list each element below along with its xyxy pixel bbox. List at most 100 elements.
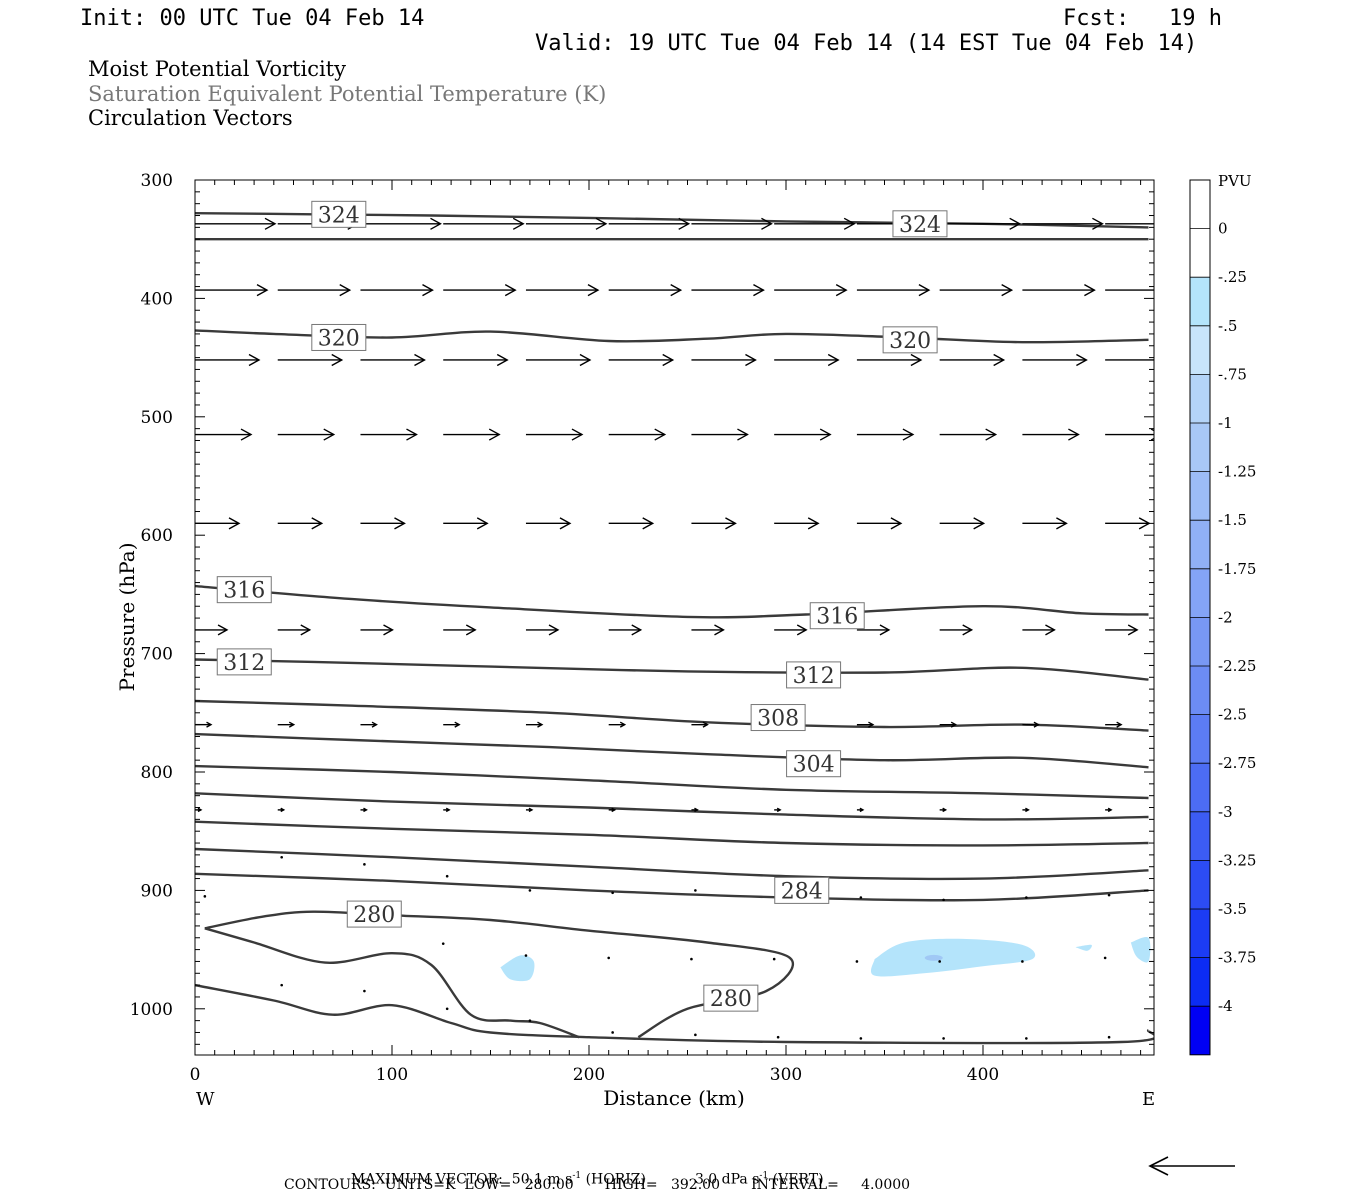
vector-head (714, 624, 725, 636)
vector-stub (363, 989, 366, 993)
field-title-pv: Moist Potential Vorticity (88, 57, 346, 81)
circulation-vector (277, 624, 312, 636)
contour-label-box (809, 602, 865, 630)
circulation-vector (360, 807, 368, 813)
circulation-vector (443, 721, 461, 728)
colorbar-label: -.25 (1218, 268, 1247, 286)
circulation-vector (608, 807, 617, 813)
contour-label: 320 (311, 323, 367, 351)
colorbar-swatch (1190, 617, 1210, 666)
vector-head (662, 353, 675, 367)
circulation-vector (195, 517, 241, 530)
y-tick-label: 900 (141, 881, 173, 901)
vector-head (807, 517, 820, 530)
y-tick-label: 700 (141, 645, 173, 665)
vector-stub (942, 1037, 945, 1040)
circulation-vector (525, 624, 560, 636)
field-title-theta: Saturation Equivalent Potential Temperat… (88, 82, 607, 106)
contour-label: 312 (216, 648, 272, 676)
x-axis-west-label: W (196, 1089, 215, 1110)
vector-head (496, 353, 509, 367)
circulation-vector (1022, 721, 1040, 728)
circulation-vector (443, 517, 489, 530)
circulation-vector (608, 353, 675, 367)
vector-stub (363, 863, 366, 866)
circulation-vector (856, 624, 891, 636)
vector-stub (280, 855, 283, 859)
vector-head (819, 428, 832, 441)
x-tick-label: 100 (376, 1065, 408, 1085)
circulation-vector (691, 283, 765, 297)
vector-head (217, 624, 229, 636)
vector-head (363, 807, 368, 813)
circulation-vector (691, 721, 709, 728)
vector-head (761, 217, 773, 230)
colorbar-label: -1.25 (1218, 463, 1256, 481)
circulation-vector (1022, 517, 1068, 530)
pv-shaded-core (924, 954, 943, 961)
colorbar-label: -3 (1218, 803, 1233, 821)
max-vector-label: MAXIMUM VECTOR: (350, 1171, 503, 1188)
y-tick-label: 300 (141, 171, 173, 191)
contour-label: 280 (703, 984, 759, 1012)
circulation-vector (774, 283, 848, 297)
isentrope-line (195, 584, 1149, 619)
vector-head (859, 807, 865, 813)
vector-head (1127, 624, 1139, 636)
vector-head (445, 807, 451, 813)
vector-stub (938, 960, 941, 963)
circulation-vector (443, 353, 509, 367)
vector-head (985, 428, 998, 441)
vector-stub (1107, 1035, 1111, 1039)
colorbar-swatch (1190, 471, 1210, 521)
vector-head (993, 353, 1006, 367)
contour-label: 304 (786, 750, 842, 778)
max-vector-vert-tag: (VERT) (772, 1171, 824, 1188)
circulation-vector (691, 428, 749, 441)
contour-label-box (311, 323, 367, 351)
circulation-vector (774, 428, 832, 441)
circulation-vector (691, 217, 773, 230)
circulation-vector (1105, 223, 1154, 225)
circulation-vector (691, 517, 737, 530)
contour-label-box (750, 704, 806, 732)
colorbar-swatch (1190, 666, 1210, 715)
vector-head (1045, 624, 1056, 636)
field-title-vectors: Circulation Vectors (88, 106, 293, 130)
circulation-vector (525, 517, 572, 530)
colorbar-label: -.75 (1218, 365, 1247, 383)
contour-label-box (892, 210, 948, 238)
isentrope-line (195, 699, 1149, 732)
vector-stub (776, 1035, 780, 1039)
circulation-vector (608, 517, 655, 530)
vector-head (1116, 721, 1123, 728)
circulation-vector (1022, 217, 1104, 230)
colorbar-swatch (1190, 228, 1210, 278)
vector-stub (772, 957, 776, 961)
circulation-vector (360, 428, 418, 441)
circulation-vector (856, 721, 875, 728)
circulation-vector (443, 217, 525, 230)
circulation-vector (1105, 359, 1154, 361)
vector-stub (1107, 893, 1111, 897)
vector-stub (524, 954, 528, 957)
circulation-vector (525, 283, 600, 297)
vector-head (206, 721, 213, 728)
circulation-vector (856, 517, 903, 530)
vector-stub (528, 1019, 532, 1022)
vector-head (702, 721, 709, 728)
contour-label-box (774, 876, 830, 904)
circulation-vector (195, 807, 203, 813)
circulation-vector (774, 353, 840, 367)
circulation-vector (360, 517, 406, 530)
vector-stub (607, 956, 610, 960)
contour-label-text: 320 (889, 329, 931, 354)
circulation-vector (443, 624, 477, 636)
vector-stub (445, 1007, 449, 1011)
circulation-vector (1022, 283, 1096, 297)
colorbar-label: -2.75 (1218, 754, 1256, 772)
circulation-vector (856, 353, 923, 367)
vector-head (240, 428, 253, 441)
vector-stub (1025, 896, 1028, 899)
circulation-vector (360, 283, 434, 297)
